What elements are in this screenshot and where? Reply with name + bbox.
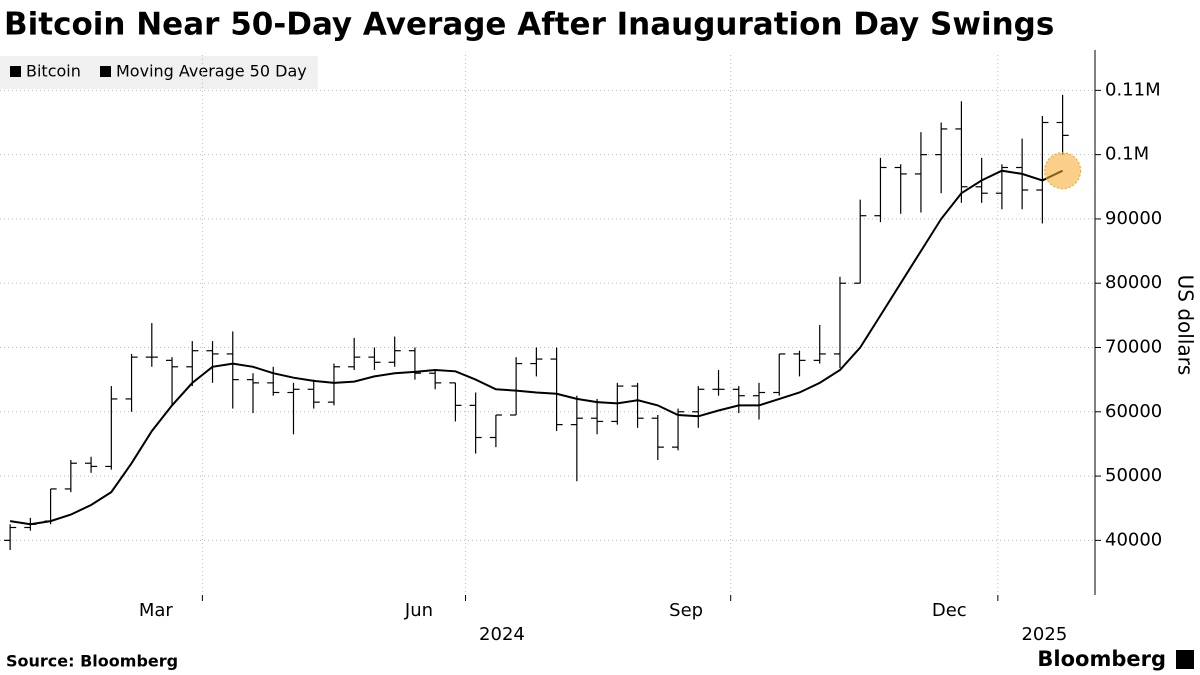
- x-tick-label: Jun: [404, 600, 433, 621]
- brand: Bloomberg: [1037, 647, 1166, 671]
- x-tick-label: Mar: [139, 600, 174, 621]
- source: Source: Bloomberg: [6, 652, 178, 671]
- y-tick-label: 60000: [1105, 401, 1162, 422]
- y-tick-label: 70000: [1105, 337, 1162, 358]
- y-axis-label: US dollars: [1174, 275, 1198, 376]
- legend-swatch: [100, 66, 111, 77]
- legend-label: Bitcoin: [26, 62, 81, 81]
- x-year-label: 2025: [1021, 624, 1067, 645]
- y-tick-label: 0.11M: [1105, 79, 1161, 100]
- x-tick-label: Dec: [932, 600, 967, 621]
- chart-title: Bitcoin Near 50-Day Average After Inaugu…: [4, 7, 1054, 43]
- moving-average-line: [9, 169, 1064, 526]
- y-tick-label: 50000: [1105, 465, 1162, 486]
- brand-icon: [1176, 650, 1194, 669]
- legend-swatch: [10, 66, 21, 77]
- y-tick-label: 40000: [1105, 529, 1162, 550]
- legend-box: [0, 56, 318, 89]
- y-tick-label: 0.1M: [1105, 144, 1149, 165]
- legend-label: Moving Average 50 Day: [116, 62, 307, 81]
- x-tick-label: Sep: [669, 600, 703, 621]
- y-tick-label: 80000: [1105, 272, 1162, 293]
- highlight: [1044, 152, 1082, 190]
- x-year-label: 2024: [479, 624, 525, 645]
- y-tick-label: 90000: [1105, 208, 1162, 229]
